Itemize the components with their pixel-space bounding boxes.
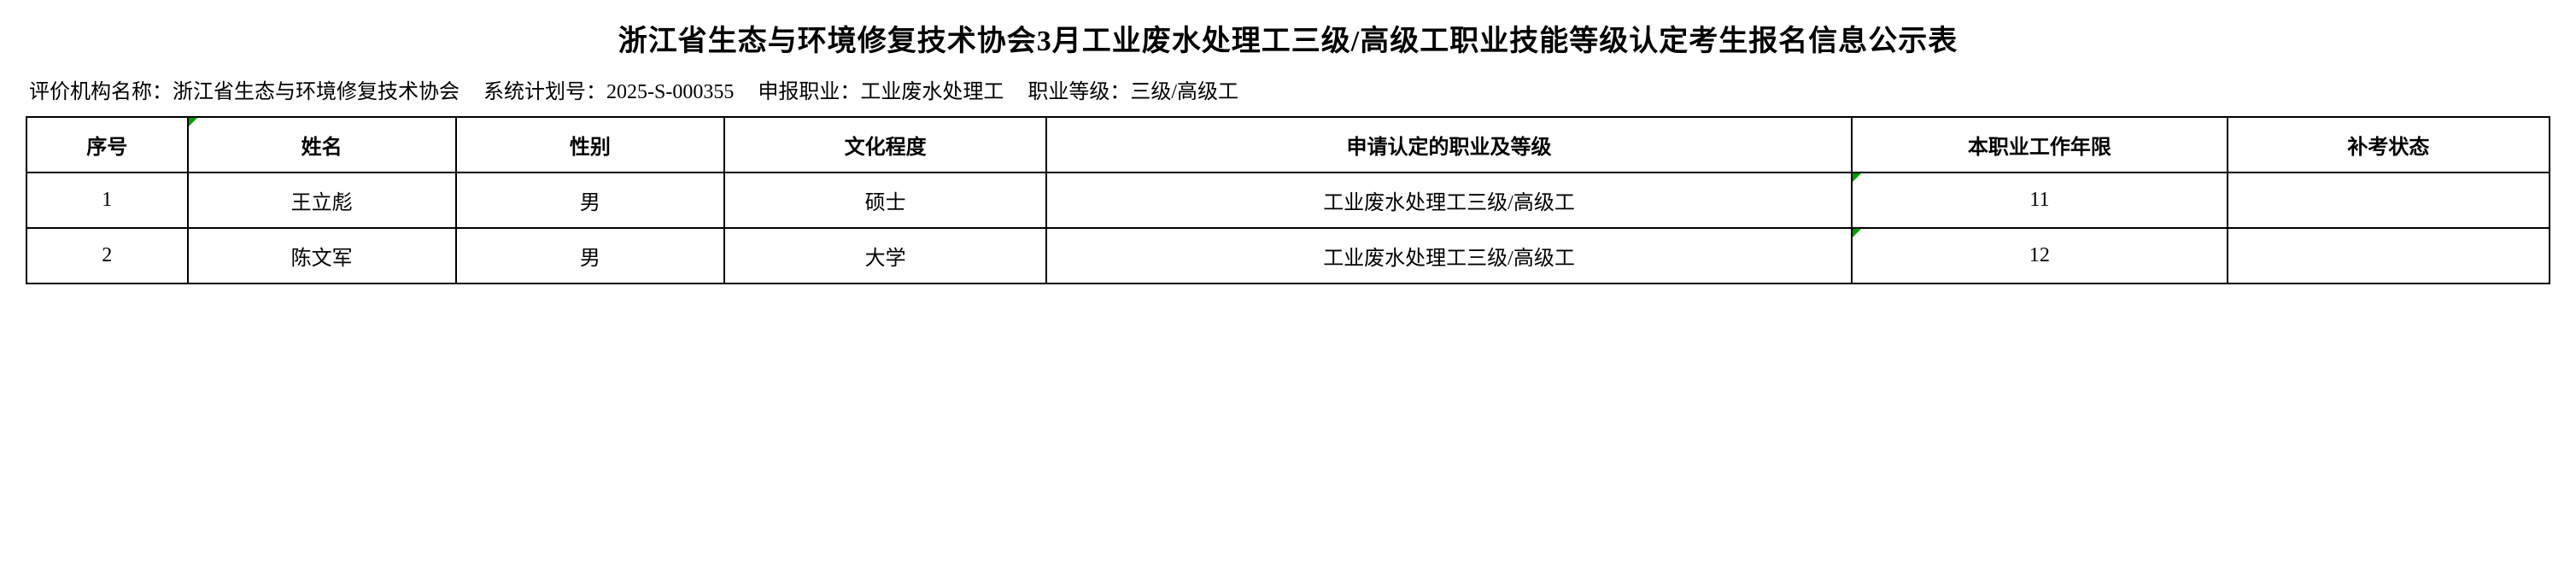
cell-years: 12	[1852, 228, 2228, 284]
table-row: 2 陈文军 男 大学 工业废水处理工三级/高级工 12	[26, 228, 2550, 284]
col-name: 姓名	[188, 117, 456, 172]
col-retest: 补考状态	[2228, 117, 2550, 172]
page-title: 浙江省生态与环境修复技术协会3月工业废水处理工三级/高级工职业技能等级认定考生报…	[26, 17, 2550, 59]
cell-retest	[2228, 172, 2550, 228]
data-table: 序号 姓名 性别 文化程度 申请认定的职业及等级 本职业工作年限 补考状态 1 …	[26, 116, 2550, 284]
meta-occ-value: 工业废水处理工	[860, 81, 1004, 103]
cell-seq: 2	[26, 228, 188, 284]
meta-org-label: 评价机构名称：	[29, 81, 173, 103]
col-edu: 文化程度	[724, 117, 1046, 172]
table-header-row: 序号 姓名 性别 文化程度 申请认定的职业及等级 本职业工作年限 补考状态	[26, 117, 2550, 172]
cell-edu: 硕士	[724, 172, 1046, 228]
col-occ: 申请认定的职业及等级	[1046, 117, 1852, 172]
meta-org: 评价机构名称：浙江省生态与环境修复技术协会	[29, 74, 460, 104]
cell-occ: 工业废水处理工三级/高级工	[1046, 228, 1852, 284]
cell-name: 陈文军	[188, 228, 456, 284]
meta-occ: 申报职业：工业废水处理工	[758, 74, 1004, 104]
meta-level-label: 职业等级：	[1027, 81, 1130, 103]
meta-level-value: 三级/高级工	[1130, 81, 1238, 103]
meta-plan-label: 系统计划号：	[483, 81, 606, 103]
meta-occ-label: 申报职业：	[758, 81, 860, 103]
col-sex: 性别	[456, 117, 724, 172]
meta-org-value: 浙江省生态与环境修复技术协会	[173, 81, 460, 103]
cell-sex: 男	[456, 228, 724, 284]
meta-plan-value: 2025-S-000355	[606, 81, 734, 103]
cell-retest	[2228, 228, 2550, 284]
cell-name: 王立彪	[188, 172, 456, 228]
col-seq: 序号	[26, 117, 188, 172]
meta-level: 职业等级：三级/高级工	[1027, 74, 1238, 104]
cell-years: 11	[1852, 172, 2228, 228]
table-row: 1 王立彪 男 硕士 工业废水处理工三级/高级工 11	[26, 172, 2550, 228]
cell-seq: 1	[26, 172, 188, 228]
cell-edu: 大学	[724, 228, 1046, 284]
meta-plan: 系统计划号：2025-S-000355	[483, 74, 734, 104]
col-years: 本职业工作年限	[1852, 117, 2228, 172]
cell-sex: 男	[456, 172, 724, 228]
cell-occ: 工业废水处理工三级/高级工	[1046, 172, 1852, 228]
meta-row: 评价机构名称：浙江省生态与环境修复技术协会 系统计划号：2025-S-00035…	[26, 74, 2550, 104]
